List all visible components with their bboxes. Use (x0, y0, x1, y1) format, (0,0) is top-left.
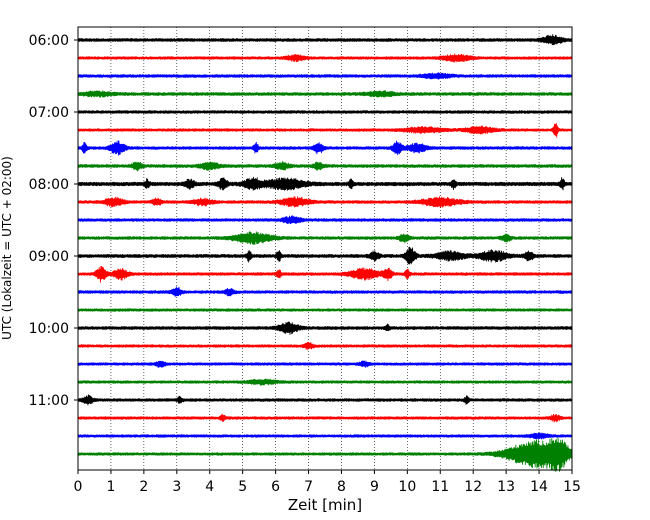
trace-0645 (77, 90, 573, 98)
trace-group (77, 34, 573, 473)
trace-0615 (77, 53, 573, 63)
trace-1145 (77, 437, 573, 473)
y-tick-label: 07:00 (29, 105, 69, 121)
trace-0730 (77, 140, 573, 156)
x-tick-label: 2 (139, 479, 148, 495)
x-tick-label: 13 (497, 479, 515, 495)
trace-1030 (77, 360, 573, 368)
x-tick-label: 1 (106, 479, 115, 495)
trace-0715 (77, 122, 573, 138)
trace-1000 (77, 321, 573, 335)
trace-0945 (77, 308, 573, 312)
x-tick-label: 11 (431, 479, 449, 495)
x-tick-label: 9 (370, 479, 379, 495)
grid-lines (110, 27, 540, 470)
trace-0845 (77, 231, 573, 245)
trace-0600 (77, 34, 573, 46)
y-tick-label: 08:00 (29, 177, 69, 193)
plot-frame (77, 26, 573, 471)
trace-0900 (77, 246, 573, 265)
x-tick-label: 10 (398, 479, 416, 495)
trace-0830 (77, 215, 573, 225)
trace-0700 (77, 110, 573, 114)
trace-1100 (77, 394, 573, 406)
trace-0815 (77, 196, 573, 208)
x-tick-label: 0 (74, 479, 83, 495)
x-axis-label: Zeit [min] (288, 496, 362, 514)
x-tick-label: 7 (304, 479, 313, 495)
trace-1115 (77, 413, 573, 423)
trace-1130 (77, 432, 573, 440)
y-tick-label: 11:00 (29, 393, 69, 409)
x-tick-label: 5 (238, 479, 247, 495)
x-tick-label: 12 (464, 479, 482, 495)
x-tick-label: 15 (563, 479, 581, 495)
y-axis: 06:00 07:00 08:00 09:00 10:00 11:00 (29, 33, 78, 409)
trace-0630 (77, 72, 573, 80)
x-tick-label: 6 (271, 479, 280, 495)
trace-0800 (77, 176, 573, 191)
trace-1045 (77, 378, 573, 386)
y-tick-label: 09:00 (29, 249, 69, 265)
x-tick-label: 4 (205, 479, 214, 495)
trace-0930 (77, 286, 573, 297)
trace-0915 (77, 266, 573, 283)
y-tick-label: 06:00 (29, 33, 69, 49)
trace-0745 (77, 161, 573, 172)
y-tick-label: 10:00 (29, 321, 69, 337)
trace-1015 (77, 341, 573, 351)
x-tick-label: 8 (337, 479, 346, 495)
x-axis: 0 1 2 3 4 5 6 7 8 9 10 11 12 13 14 15 (74, 470, 581, 495)
y-axis-label: UTC (Lokalzeit = UTC + 02:00) (0, 156, 14, 340)
x-tick-label: 3 (172, 479, 181, 495)
x-tick-label: 14 (530, 479, 548, 495)
